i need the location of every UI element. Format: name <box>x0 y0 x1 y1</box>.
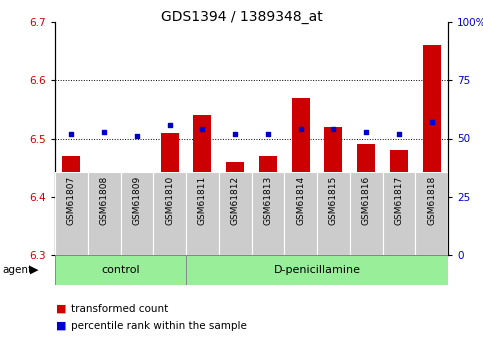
FancyBboxPatch shape <box>186 172 219 255</box>
FancyBboxPatch shape <box>55 255 186 285</box>
Point <box>329 126 337 132</box>
Point <box>428 119 436 125</box>
Bar <box>259 156 277 255</box>
Point <box>133 134 141 139</box>
Bar <box>161 133 179 255</box>
Text: GSM61817: GSM61817 <box>395 176 403 225</box>
Text: GSM61808: GSM61808 <box>99 176 109 225</box>
Point <box>297 126 304 132</box>
Point <box>199 126 206 132</box>
Text: GSM61814: GSM61814 <box>296 176 305 225</box>
FancyBboxPatch shape <box>284 172 317 255</box>
Text: GSM61812: GSM61812 <box>230 176 240 225</box>
Text: GSM61815: GSM61815 <box>329 176 338 225</box>
Bar <box>292 98 310 255</box>
Text: D-penicillamine: D-penicillamine <box>273 265 360 275</box>
Text: ■: ■ <box>56 321 66 331</box>
Bar <box>128 220 146 255</box>
Bar <box>193 115 212 255</box>
FancyBboxPatch shape <box>186 255 448 285</box>
Text: GSM61818: GSM61818 <box>427 176 436 225</box>
FancyBboxPatch shape <box>415 172 448 255</box>
Bar <box>95 174 113 255</box>
Bar <box>62 156 80 255</box>
Point <box>100 129 108 134</box>
Point <box>395 131 403 137</box>
Point <box>166 122 173 127</box>
Text: transformed count: transformed count <box>71 304 169 314</box>
Point <box>231 131 239 137</box>
Text: GSM61809: GSM61809 <box>132 176 142 225</box>
FancyBboxPatch shape <box>120 172 153 255</box>
Bar <box>357 144 375 255</box>
FancyBboxPatch shape <box>383 172 415 255</box>
FancyBboxPatch shape <box>55 172 88 255</box>
FancyBboxPatch shape <box>219 172 252 255</box>
Bar <box>226 162 244 255</box>
Bar <box>390 150 408 255</box>
Text: GSM61807: GSM61807 <box>67 176 76 225</box>
Text: ▶: ▶ <box>30 265 39 275</box>
Bar <box>325 127 342 255</box>
Point <box>264 131 272 137</box>
FancyBboxPatch shape <box>350 172 383 255</box>
Text: GSM61816: GSM61816 <box>362 176 370 225</box>
Text: GDS1394 / 1389348_at: GDS1394 / 1389348_at <box>161 10 322 24</box>
Point <box>362 129 370 134</box>
Point <box>68 131 75 137</box>
FancyBboxPatch shape <box>317 172 350 255</box>
FancyBboxPatch shape <box>88 172 120 255</box>
Bar <box>423 45 440 255</box>
Text: percentile rank within the sample: percentile rank within the sample <box>71 321 247 331</box>
Text: control: control <box>101 265 140 275</box>
FancyBboxPatch shape <box>153 172 186 255</box>
Text: ■: ■ <box>56 304 66 314</box>
Text: GSM61810: GSM61810 <box>165 176 174 225</box>
Text: agent: agent <box>2 265 32 275</box>
FancyBboxPatch shape <box>252 172 284 255</box>
Text: GSM61813: GSM61813 <box>263 176 272 225</box>
Text: GSM61811: GSM61811 <box>198 176 207 225</box>
